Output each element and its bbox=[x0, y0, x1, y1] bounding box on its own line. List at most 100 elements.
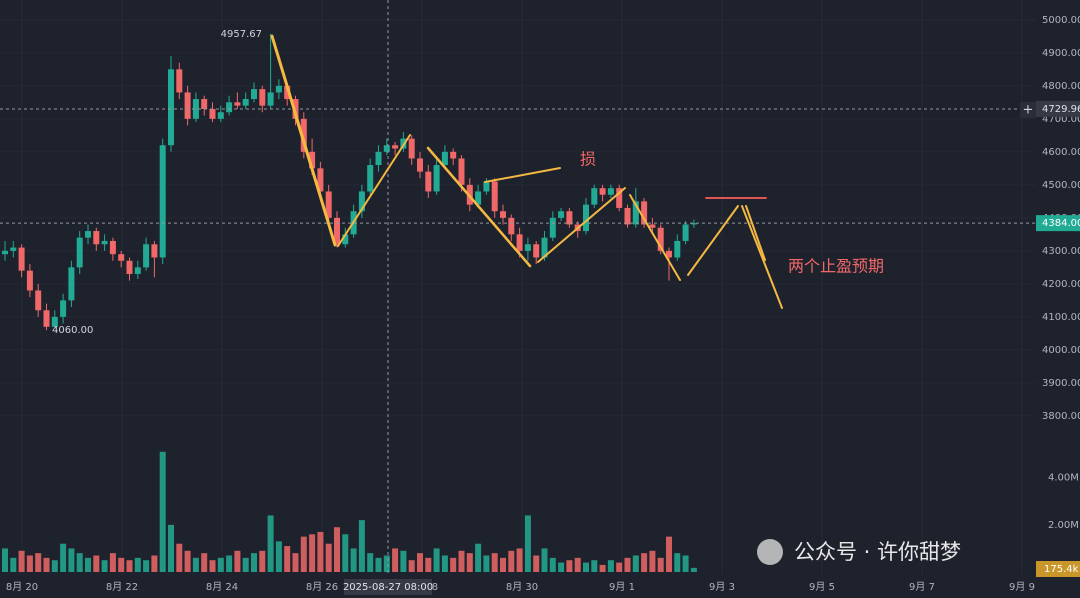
volume-bar bbox=[168, 524, 174, 572]
candle-body bbox=[251, 89, 257, 100]
candle-body bbox=[284, 85, 291, 100]
candle-body bbox=[209, 108, 216, 119]
arrow bbox=[484, 167, 561, 183]
wechat-icon bbox=[757, 539, 783, 565]
candle-body bbox=[217, 112, 224, 119]
candle-body bbox=[101, 240, 108, 245]
candle-body bbox=[475, 191, 482, 205]
volume-bar bbox=[400, 550, 407, 572]
volume-bar bbox=[441, 555, 448, 572]
price-tag-label: 4384.00 bbox=[1042, 218, 1080, 229]
volume-bar bbox=[85, 557, 91, 572]
add-icon[interactable]: + bbox=[1023, 103, 1034, 118]
volume-bar bbox=[251, 553, 257, 572]
volume-bar bbox=[342, 534, 349, 572]
candle-body bbox=[358, 191, 365, 212]
candle-body bbox=[43, 310, 50, 327]
volume-bar bbox=[292, 553, 299, 572]
candle-body bbox=[242, 99, 249, 106]
candle-body bbox=[300, 118, 307, 152]
volume-tag-label: 175.4k bbox=[1044, 564, 1079, 575]
volume-bar bbox=[682, 555, 689, 572]
candle-body bbox=[383, 145, 390, 152]
candle-body bbox=[2, 250, 8, 255]
volume-bar bbox=[2, 548, 8, 572]
candle-body bbox=[649, 224, 656, 228]
candle-body bbox=[168, 69, 174, 146]
volume-bar bbox=[583, 562, 589, 572]
volume-bar bbox=[93, 555, 100, 572]
candle-body bbox=[10, 247, 17, 251]
candle-body bbox=[143, 244, 150, 268]
volume-bar bbox=[35, 553, 42, 572]
volume-bar bbox=[607, 560, 614, 572]
volume-bar bbox=[541, 548, 548, 572]
volume-bar bbox=[632, 555, 639, 572]
marks bbox=[0, 0, 1036, 575]
volume-bar bbox=[392, 548, 399, 572]
volume-bar bbox=[309, 534, 316, 572]
crosshair-time-tag bbox=[344, 579, 432, 595]
x-tick-label: 8月 30 bbox=[506, 581, 538, 593]
price-tag bbox=[1036, 215, 1080, 232]
candle-body bbox=[325, 191, 332, 218]
candle-body bbox=[192, 99, 199, 119]
volume-bar bbox=[417, 553, 423, 572]
add-button[interactable] bbox=[1020, 102, 1036, 118]
volume-bar bbox=[176, 543, 183, 572]
y-tick-label: 5000.00 bbox=[1042, 15, 1080, 26]
volume-bar bbox=[10, 557, 17, 572]
volume-bar bbox=[143, 560, 150, 572]
candle-body bbox=[541, 237, 548, 258]
volume-bar bbox=[201, 553, 208, 572]
x-tick-label: 8月 24 bbox=[206, 581, 238, 593]
candle-body bbox=[408, 138, 415, 159]
candle-body bbox=[599, 188, 606, 195]
arrow bbox=[741, 205, 783, 309]
candle-body bbox=[18, 247, 25, 271]
y-tick-label: 3900.00 bbox=[1042, 378, 1080, 389]
candle-body bbox=[533, 244, 540, 258]
volume-bar bbox=[549, 557, 556, 572]
volume-bar bbox=[300, 536, 307, 572]
volume-bar bbox=[184, 550, 191, 572]
volume-bar bbox=[226, 555, 233, 572]
price-tag-label: 4729.96 bbox=[1042, 104, 1080, 115]
high-label: 4957.67 bbox=[221, 29, 262, 40]
y-tick-label: 4800.00 bbox=[1042, 81, 1080, 92]
candle-body bbox=[184, 92, 191, 119]
x-tick-label: 9月 9 bbox=[1009, 581, 1035, 593]
volume-bar bbox=[690, 567, 697, 572]
candle-body bbox=[524, 244, 531, 251]
volume-bar bbox=[475, 543, 482, 572]
candle-body bbox=[60, 300, 67, 317]
volume-bar bbox=[151, 555, 158, 572]
candle-body bbox=[275, 85, 282, 93]
volume-bar bbox=[234, 550, 241, 572]
volume-bar bbox=[367, 553, 374, 572]
volume-bar bbox=[383, 555, 390, 572]
volume-bar bbox=[18, 550, 25, 572]
volume-bar bbox=[76, 553, 83, 572]
volume-bar bbox=[425, 557, 432, 572]
x-tick-label: 8月 22 bbox=[106, 581, 138, 593]
candle-body bbox=[657, 227, 664, 251]
arrow bbox=[426, 146, 532, 268]
volume-bar bbox=[591, 560, 598, 572]
volume-bar bbox=[491, 553, 498, 572]
y-tick-label: 4000.00 bbox=[1042, 345, 1080, 356]
volume-bar bbox=[60, 543, 67, 572]
volume-bar bbox=[134, 557, 141, 572]
x-tick-label: 9月 3 bbox=[709, 581, 735, 593]
candle-body bbox=[624, 207, 631, 225]
volume-bar bbox=[334, 527, 340, 572]
volume-bar bbox=[508, 550, 515, 572]
candle-body bbox=[151, 244, 158, 258]
volume-bar bbox=[466, 553, 473, 572]
candle-body bbox=[558, 211, 565, 218]
candle-body bbox=[483, 181, 490, 192]
y-tick-label: 4700.00 bbox=[1042, 114, 1080, 125]
volume-bar bbox=[68, 548, 75, 572]
candle-body bbox=[690, 223, 697, 225]
